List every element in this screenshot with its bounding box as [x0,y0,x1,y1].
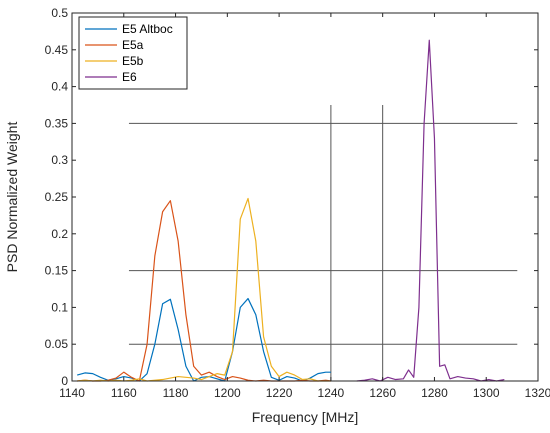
y-tick-label: 0.45 [45,43,69,57]
x-tick-label: 1220 [266,386,293,400]
x-tick-label: 1260 [369,386,396,400]
x-tick-label: 1280 [421,386,448,400]
y-axis-title: PSD Normalized Weight [4,122,20,273]
reference-lines [128,105,518,381]
y-tick-label: 0.2 [51,227,68,241]
x-axis-ticks: 1140 1160 1180 1200 1220 1240 1260 1280 1300 1320 [59,13,550,400]
x-tick-label: 1240 [318,386,345,400]
y-tick-label: 0.35 [45,116,69,130]
series-line-e5-altboc [77,297,331,382]
y-tick-label: 0.05 [45,337,69,351]
y-tick-label: 0.4 [51,80,68,94]
x-tick-label: 1300 [473,386,500,400]
y-tick-label: 0.1 [51,300,68,314]
x-tick-label: 1180 [163,386,189,400]
x-tick-label: 1160 [111,386,137,400]
y-tick-label: 0.5 [51,6,68,20]
legend: E5 Altboc E5a E5b E6 [78,16,188,90]
y-tick-label: 0.3 [51,153,68,167]
x-tick-label: 1320 [525,386,550,400]
x-tick-label: 1200 [214,386,241,400]
x-axis-title: Frequency [MHz] [252,409,359,425]
y-tick-label: 0.15 [45,264,69,278]
series-line-e6 [356,39,505,382]
legend-label: E5b [122,54,144,68]
legend-label: E5a [122,38,144,52]
legend-label: E5 Altboc [122,22,173,36]
y-axis-ticks: 0 0.05 0.1 0.15 0.2 0.25 0.3 0.35 0.4 0.45 0.5 [45,6,538,388]
legend-label: E6 [122,70,137,84]
y-tick-label: 0 [61,374,68,388]
y-tick-label: 0.25 [45,190,69,204]
x-tick-label: 1140 [59,386,85,400]
